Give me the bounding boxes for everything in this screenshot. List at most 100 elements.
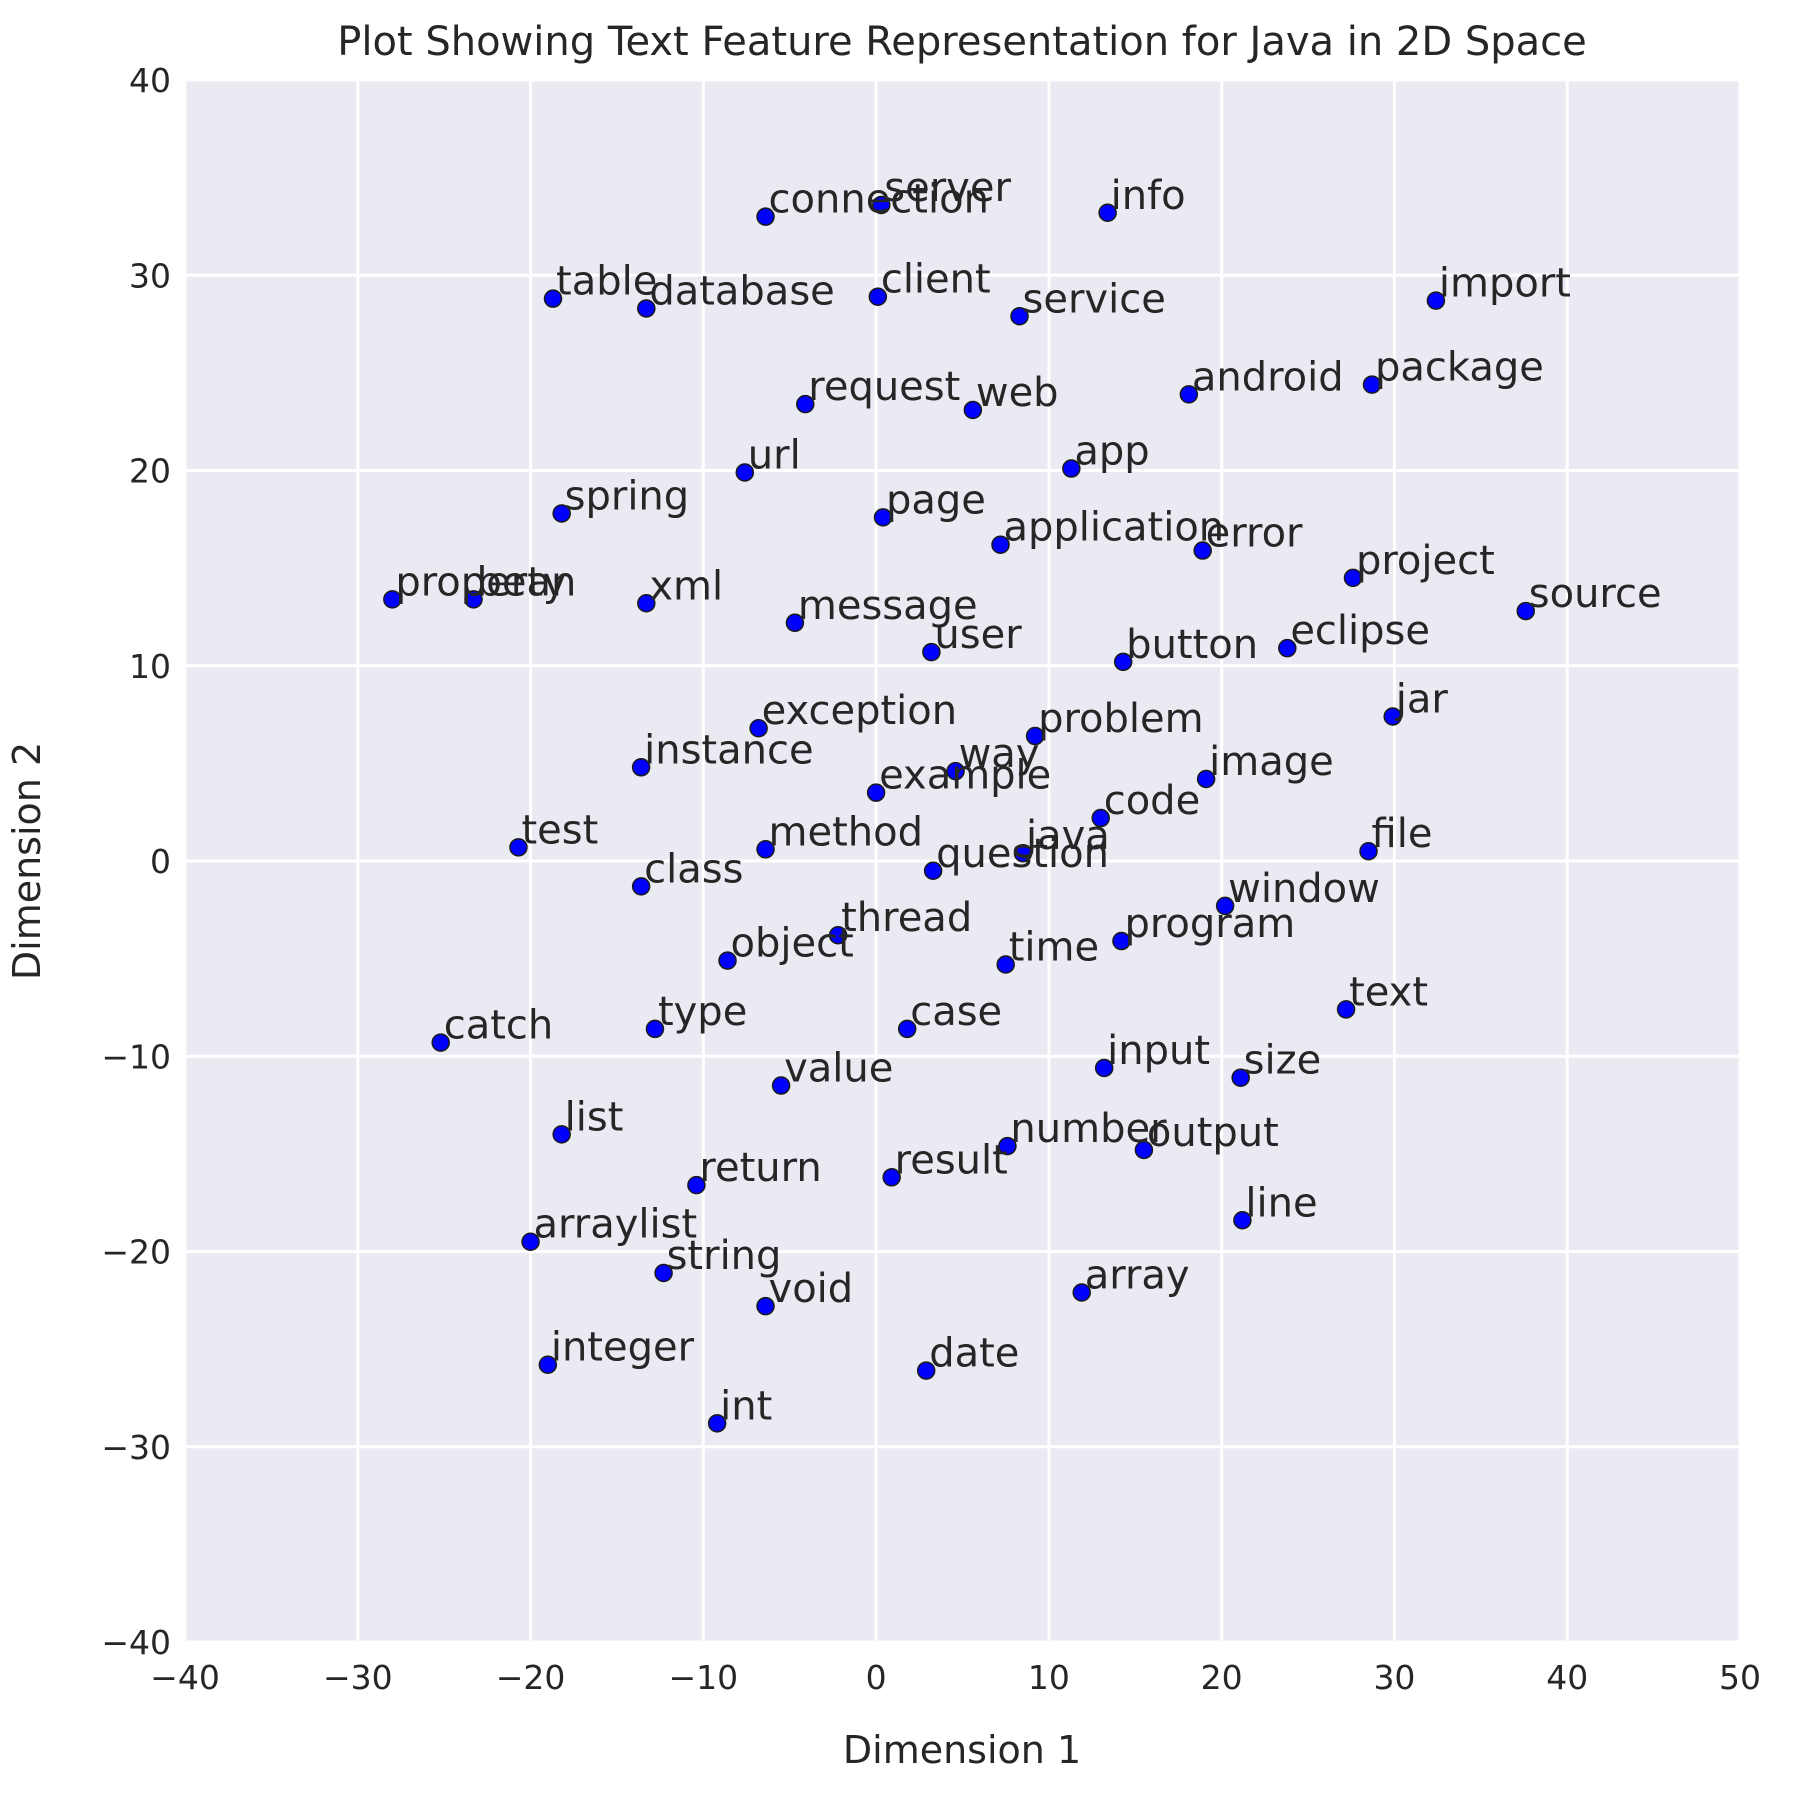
point-label: client [881,257,991,303]
data-point [654,1263,673,1283]
point-label: code [1104,778,1200,824]
point-label: message [798,583,978,629]
data-point [718,951,737,970]
data-points [383,195,1536,1433]
data-point [897,1019,917,1039]
point-label: instance [644,727,813,773]
point-label: line [1245,1180,1317,1226]
data-point [873,508,893,527]
data-point [509,838,528,857]
data-point [868,287,888,306]
point-label: way [959,731,1040,777]
x-tick-label: 40 [1546,1658,1588,1697]
point-label: void [769,1266,854,1312]
data-point [464,590,483,609]
data-point [756,207,775,226]
data-point [1098,203,1117,223]
point-label: page [886,477,986,523]
data-point [1179,385,1199,404]
point-label: user [934,612,1022,658]
x-tick-label: 0 [866,1658,887,1697]
data-point [991,535,1010,554]
data-point [1343,568,1363,588]
x-axis-label: Dimension 1 [843,1728,1081,1772]
point-label: integer [551,1325,695,1371]
data-point [735,463,755,482]
point-label: class [644,846,743,892]
point-label: int [720,1383,772,1429]
point-label: xml [649,563,723,609]
data-point [922,642,941,662]
data-point [1091,808,1110,828]
point-label: button [1126,622,1258,668]
point-label: info [1111,173,1186,219]
point-label: problem [1038,696,1204,742]
point-label: connection [769,177,989,223]
y-tick-label: 40 [129,61,171,100]
y-axis-label: Dimension 2 [5,742,49,980]
data-point [882,1168,901,1187]
data-point [552,504,571,523]
data-point [963,400,983,420]
point-label: import [1439,261,1571,307]
point-label: java [1025,813,1110,859]
data-point [631,877,651,896]
point-label: return [699,1145,821,1191]
data-point [1362,375,1382,394]
data-point [431,1033,450,1052]
data-point [383,590,402,609]
tick-labels: −40 −30 −20 −10 0 10 20 30 40 50 −40 −30 −20 −10 0 10 20… [101,61,1761,1697]
y-tick-label: −10 [101,1037,171,1076]
point-label: arraylist [534,1202,698,1248]
data-point [946,761,965,781]
point-label: example [879,753,1051,799]
point-label: jar [1395,677,1449,723]
data-point [1426,291,1446,310]
data-point [923,861,943,881]
data-point [785,613,805,633]
point-label: application [1004,505,1225,551]
point-label: question [936,831,1109,877]
data-point [1025,726,1045,746]
point-label: table [556,259,657,305]
point-label: file [1372,811,1433,857]
point-label: server [884,165,1011,211]
data-point [756,1296,775,1316]
data-point [631,758,651,777]
data-point [637,594,656,613]
grid [183,78,1742,1644]
point-label: app [1074,429,1149,475]
point-label: size [1244,1038,1322,1084]
point-label: spring [565,473,690,519]
data-point [828,925,848,945]
data-point [866,783,886,802]
data-point [1196,769,1216,789]
y-tick-label: 30 [129,256,171,295]
data-point [996,955,1015,974]
y-tick-label: −20 [101,1233,171,1272]
data-point [1010,307,1029,326]
y-tick-label: 0 [150,842,171,881]
data-point [521,1232,540,1251]
data-point [1359,841,1378,861]
point-label: case [910,989,1002,1035]
data-point [538,1355,558,1374]
point-label: catch [444,1003,554,1049]
x-tick-label: 50 [1719,1658,1761,1697]
point-label: output [1147,1110,1279,1156]
data-point [1112,931,1131,951]
data-point [543,289,563,308]
point-label: number [1010,1106,1167,1152]
data-point [1013,843,1033,863]
point-label: exception [762,688,958,734]
point-label: list [565,1094,624,1140]
point-label: text [1349,969,1428,1015]
data-point [1233,1211,1252,1230]
data-point [1231,1068,1250,1087]
y-tick-label: −40 [101,1623,171,1662]
point-label: test [521,807,598,853]
data-point [998,1136,1017,1156]
x-tick-label: −20 [496,1658,566,1697]
